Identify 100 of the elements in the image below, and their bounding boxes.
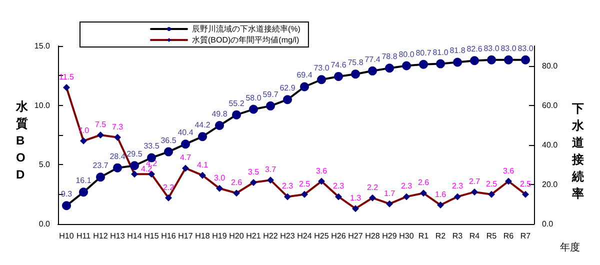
point [249,104,258,114]
point [385,64,394,73]
data-label: 59.7 [262,90,279,99]
data-label: 81.0 [432,48,449,57]
point [283,95,292,104]
y-tick-label: 15.0 [34,42,51,50]
data-label: 80.0 [398,50,415,59]
point [114,134,121,141]
point [335,193,342,200]
x-tick-label: H25 [314,232,330,240]
data-label: 78.8 [382,52,398,62]
x-tick-label: R2 [435,232,446,240]
point [198,132,207,142]
x-tick-label: H22 [263,232,278,240]
point [403,193,410,200]
legend-label: 辰野川流域の下水道接続率(%) [192,24,301,34]
data-label: 2.3 [282,182,294,191]
point [437,202,444,209]
point [300,82,309,92]
data-label: 1.6 [434,190,447,200]
data-label: 62.9 [280,84,296,93]
x-tick-label: H24 [297,232,312,240]
y-tick-label: 0.0 [38,220,51,228]
x-tick-label: H18 [195,232,210,240]
x-tick-label: R5 [486,232,498,240]
x-tick-label: H13 [110,232,126,240]
point [318,178,325,185]
point [164,147,173,156]
point [80,137,87,144]
data-label: 29.5 [126,150,143,159]
point [419,60,428,69]
x-tick-label: H23 [280,232,296,240]
point [470,56,479,66]
point [96,172,105,182]
data-label: 49.8 [212,110,228,119]
data-label: 73.0 [314,64,330,73]
point [216,184,223,192]
data-label: 7.3 [112,122,124,132]
point [181,140,190,149]
point [113,163,122,172]
x-tick-label: H20 [229,232,244,240]
x-tick-label: H17 [178,232,194,240]
point [352,205,359,212]
y2-axis-title: 下水道接続率 [571,102,585,200]
data-label: 3.5 [248,167,260,176]
point [131,170,138,178]
data-label: 83.0 [500,44,517,53]
point [199,172,206,179]
x-tick-label: R3 [452,232,464,240]
x-tick-label: H26 [331,232,346,240]
point [488,190,495,198]
x-tick-label: H16 [161,232,176,240]
point [97,132,104,138]
point [267,176,274,184]
data-label: 36.5 [160,136,177,145]
point [79,188,88,197]
data-label: 75.8 [348,58,364,68]
y-tick-label: 5.0 [38,160,51,170]
point [334,72,343,81]
data-label: 3.6 [316,166,328,176]
data-label: 69.4 [296,70,313,80]
point [521,55,530,64]
data-label: 83.0 [484,44,500,53]
y-axis-title: 水質BOD [15,100,29,182]
x-axis-title: 年度 [560,242,580,254]
legend-label: 水質(BOD)の年間平均値(mg/l) [192,36,300,44]
x-tick-label: H10 [59,232,74,240]
data-label: 58.0 [246,93,262,102]
data-label: 77.4 [364,54,381,64]
point [232,110,241,120]
data-label: 4.7 [180,153,192,162]
point [284,193,291,200]
data-label: 74.6 [330,60,347,70]
point [63,84,70,92]
point [522,190,529,198]
y2-tick-label: 40.0 [542,140,558,150]
data-label: 11.5 [59,72,75,82]
point [453,58,462,67]
data-label: 2.2 [162,182,175,192]
point [250,178,257,186]
x-tick-label: R6 [503,232,514,240]
data-label: 55.2 [228,98,245,108]
data-label: 2.6 [418,178,430,188]
point [402,61,411,70]
point [487,55,496,64]
data-label: 80.7 [416,48,432,58]
point [130,161,139,170]
data-label: 23.7 [92,161,109,170]
point [233,190,240,197]
data-label: 4.1 [196,160,209,170]
data-label: 2.5 [520,179,532,188]
data-label: 2.6 [230,178,243,188]
data-label: 2.5 [486,179,498,188]
x-tick-label: H30 [399,232,414,240]
point [182,164,189,172]
data-label: 7.5 [94,120,107,129]
point [368,66,377,76]
data-label: 2.3 [332,182,345,191]
point [504,55,513,64]
x-tick-label: H12 [93,232,108,240]
